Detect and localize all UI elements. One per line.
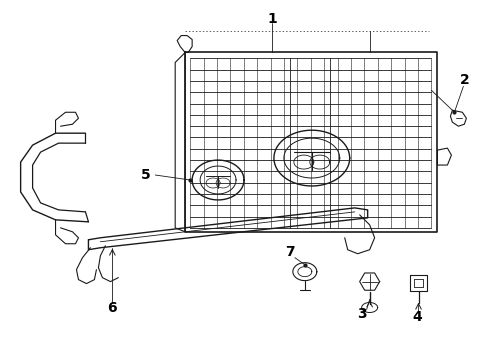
Text: 6: 6 [108,301,117,315]
Text: 5: 5 [141,168,150,182]
Text: 1: 1 [267,12,277,26]
Text: 7: 7 [285,245,294,259]
Text: 3: 3 [357,307,367,321]
Text: 4: 4 [413,310,422,324]
Text: 2: 2 [460,73,469,87]
